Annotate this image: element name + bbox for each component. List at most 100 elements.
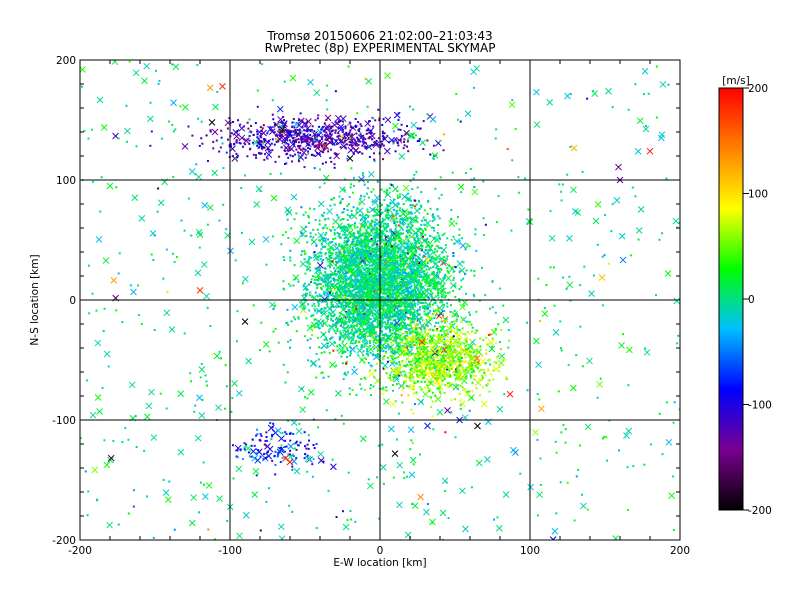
data-point-dot — [290, 160, 293, 163]
data-point-dot — [350, 274, 353, 277]
data-point-dot — [385, 224, 388, 227]
data-point-dot — [426, 275, 429, 278]
data-point-dot — [381, 284, 384, 287]
data-point-dot — [382, 144, 385, 147]
data-point-dot — [331, 247, 334, 250]
data-point-dot — [402, 322, 405, 325]
data-point-dot — [289, 449, 292, 452]
data-point-dot — [314, 309, 317, 312]
data-point-dot — [379, 288, 382, 291]
data-point-dot — [324, 233, 327, 236]
data-point-dot — [399, 207, 402, 210]
data-point-dot — [373, 295, 376, 298]
data-point-dot — [410, 256, 413, 259]
data-point-dot — [292, 455, 295, 458]
data-point-dot — [320, 288, 323, 291]
data-point-dot — [331, 301, 334, 304]
data-point-dot — [413, 173, 416, 176]
data-point-dot — [450, 238, 453, 241]
data-point-dot — [354, 117, 357, 120]
data-point-dot — [421, 235, 424, 238]
data-point-dot — [373, 290, 376, 293]
data-point-dot — [376, 205, 379, 208]
data-point-dot — [398, 264, 401, 267]
data-point-dot — [355, 307, 358, 310]
data-point-dot — [416, 373, 419, 376]
data-point-dot — [344, 137, 347, 140]
data-point-dot — [430, 405, 433, 408]
data-point-dot — [349, 293, 352, 296]
data-point-dot — [468, 313, 471, 316]
data-point-dot — [420, 282, 423, 285]
data-point-dot — [289, 284, 292, 287]
data-point-dot — [441, 234, 444, 237]
data-point-dot — [356, 310, 359, 313]
data-point-dot — [150, 130, 153, 133]
data-point-dot — [407, 282, 410, 285]
data-point-dot — [402, 203, 405, 206]
data-point-dot — [333, 288, 336, 291]
data-point-dot — [306, 454, 309, 457]
data-point-dot — [355, 331, 358, 334]
data-point-dot — [340, 259, 343, 262]
data-point-dot — [404, 305, 407, 308]
data-point-dot — [406, 286, 409, 289]
data-point-dot — [311, 463, 314, 466]
data-point-dot — [341, 197, 344, 200]
data-point-dot — [370, 301, 373, 304]
data-point-dot — [409, 211, 412, 214]
data-point-dot — [349, 354, 352, 357]
data-point-dot — [384, 315, 387, 318]
data-point-dot — [373, 313, 376, 316]
data-point-dot — [392, 262, 395, 265]
data-point-dot — [414, 214, 417, 217]
data-point-dot — [379, 299, 382, 302]
data-point-cross — [409, 216, 417, 223]
data-point-dot — [403, 242, 406, 245]
data-point-dot — [319, 295, 322, 298]
data-point-dot — [443, 133, 446, 136]
data-point-dot — [375, 251, 378, 254]
data-point-dot — [377, 340, 380, 343]
data-point-dot — [394, 242, 397, 245]
data-point-dot — [405, 264, 408, 267]
data-point-dot — [344, 316, 347, 319]
data-point-cross — [374, 273, 381, 280]
data-point-dot — [363, 145, 366, 148]
data-point-dot — [345, 336, 348, 339]
data-point-dot — [289, 453, 292, 456]
data-point-dot — [389, 289, 392, 292]
data-point-dot — [384, 241, 387, 244]
data-point-dot — [374, 239, 377, 242]
data-point-dot — [292, 139, 295, 142]
data-point-dot — [372, 143, 375, 146]
data-point-dot — [421, 279, 424, 282]
data-point-dot — [399, 270, 402, 273]
data-point-dot — [344, 249, 347, 252]
data-point-dot — [322, 285, 325, 288]
data-point-dot — [383, 259, 386, 262]
data-point-cross — [323, 123, 331, 131]
data-point-dot — [390, 315, 393, 318]
data-point-dot — [372, 336, 375, 339]
data-point-dot — [390, 248, 393, 251]
data-point-dot — [416, 233, 419, 236]
data-point-dot — [405, 272, 408, 275]
data-point-dot — [473, 295, 476, 298]
data-point-dot — [239, 123, 242, 126]
data-point-dot — [356, 257, 359, 260]
data-point-dot — [430, 273, 433, 276]
data-point-dot — [309, 232, 312, 235]
data-point-dot — [414, 239, 417, 242]
data-point-dot — [381, 271, 384, 274]
data-point-dot — [403, 314, 406, 317]
data-point-dot — [418, 253, 421, 256]
data-point-dot — [329, 293, 332, 296]
data-point-dot — [365, 146, 368, 149]
data-point-dot — [386, 264, 389, 267]
data-point-dot — [418, 275, 421, 278]
data-point-dot — [337, 235, 340, 238]
data-point-dot — [369, 384, 372, 387]
data-point-dot — [266, 439, 269, 442]
data-point-dot — [351, 389, 354, 392]
